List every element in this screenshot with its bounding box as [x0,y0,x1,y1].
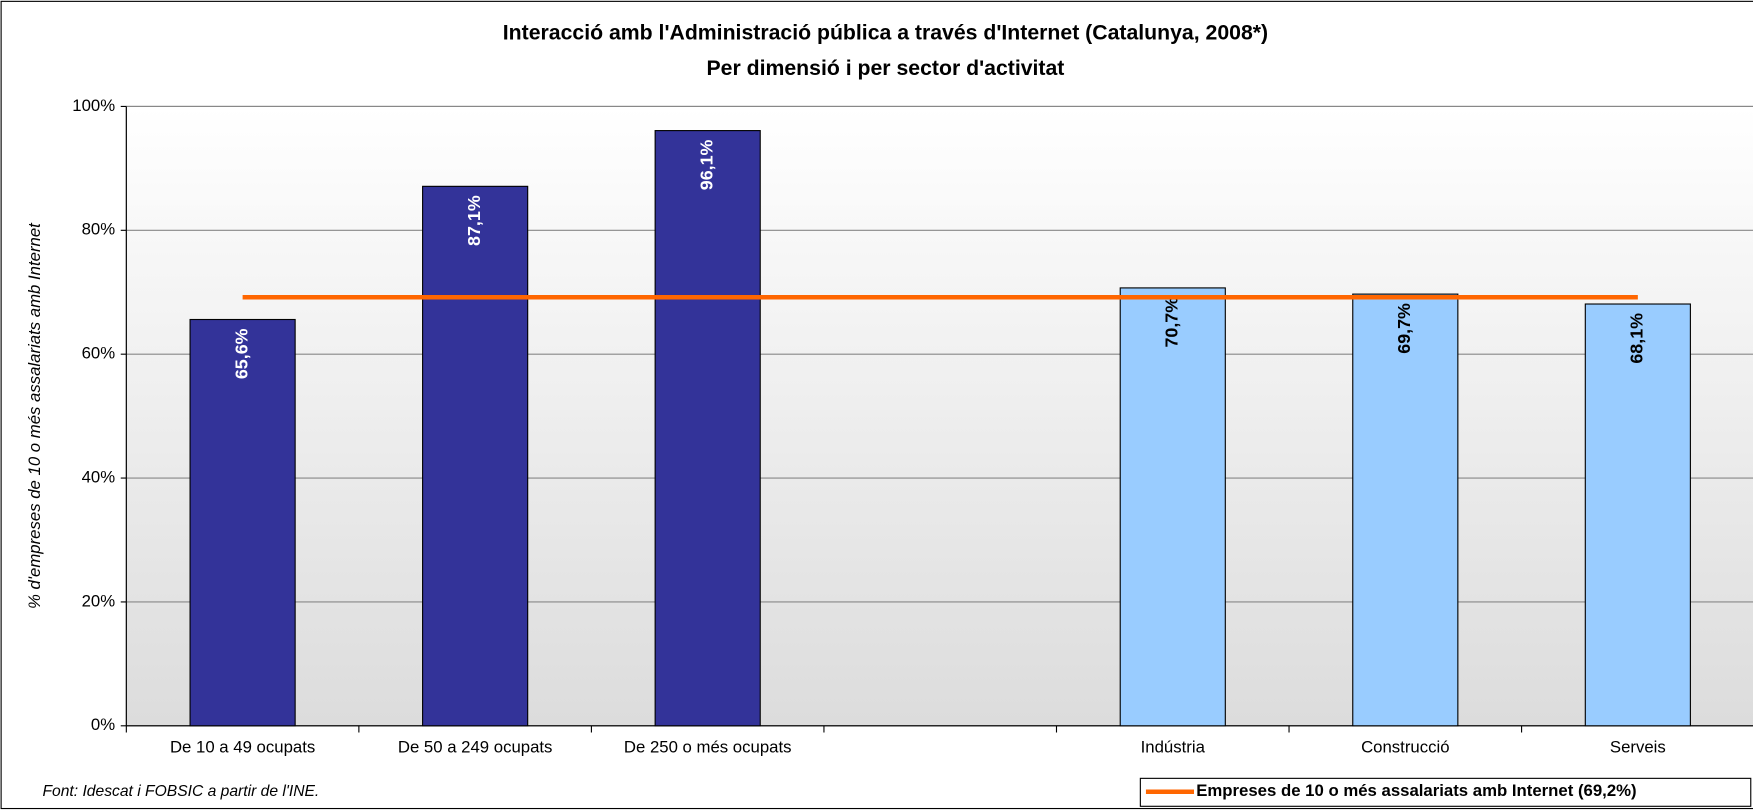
y-tick-label: 40% [82,467,116,486]
bar [422,185,529,727]
y-tick-label: 20% [82,591,116,610]
x-tick-label: De 50 a 249 ocupats [398,738,553,757]
x-tick-label: De 250 o més ocupats [624,738,792,757]
bar [1352,293,1459,727]
bar [189,318,296,727]
value-label: 87,1% [464,195,484,246]
y-tick-label: 100% [72,96,115,115]
value-label: 70,7% [1161,297,1181,348]
legend-label: Empreses de 10 o més assalariats amb Int… [1196,781,1636,800]
value-label: 68,1% [1627,313,1647,364]
y-tick-label: 80% [82,220,116,239]
bar [654,130,761,727]
x-tick-label: Indústria [1141,738,1206,757]
x-tick-label: Serveis [1610,738,1666,757]
x-tick-label: Construcció [1361,738,1449,757]
value-label: 69,7% [1394,303,1414,354]
y-tick-label: 60% [82,344,116,363]
legend-box [1139,777,1752,807]
plot-area [125,105,1753,727]
value-label: 96,1% [696,139,716,190]
y-axis-label: % d'empreses de 10 o més assalariats amb… [25,222,44,609]
source-note: Font: Idescat i FOBSIC a partir de l'INE… [42,783,319,800]
bar [1584,303,1691,727]
chart-title: Interacció amb l'Administració pública a… [503,20,1268,44]
bar [1119,287,1226,727]
value-label: 65,6% [231,328,251,379]
y-tick-label: 0% [91,715,115,734]
chart-subtitle: Per dimensió i per sector d'activitat [706,56,1064,80]
x-tick-label: De 10 a 49 ocupats [170,738,315,757]
